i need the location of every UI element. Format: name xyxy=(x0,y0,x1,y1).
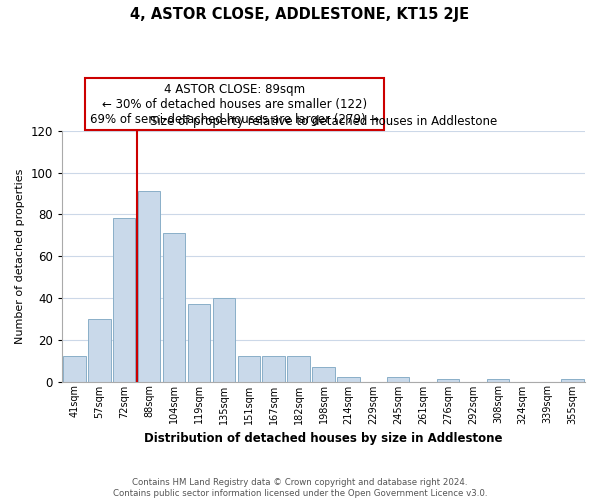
Bar xyxy=(188,304,210,382)
Bar xyxy=(437,380,459,382)
Bar xyxy=(287,356,310,382)
Title: Size of property relative to detached houses in Addlestone: Size of property relative to detached ho… xyxy=(150,115,497,128)
Bar xyxy=(163,233,185,382)
Text: 4, ASTOR CLOSE, ADDLESTONE, KT15 2JE: 4, ASTOR CLOSE, ADDLESTONE, KT15 2JE xyxy=(130,8,470,22)
Bar xyxy=(387,378,409,382)
Bar xyxy=(138,192,160,382)
Bar xyxy=(487,380,509,382)
Bar xyxy=(113,218,136,382)
Bar xyxy=(212,298,235,382)
Bar xyxy=(562,380,584,382)
Bar xyxy=(88,319,110,382)
X-axis label: Distribution of detached houses by size in Addlestone: Distribution of detached houses by size … xyxy=(144,432,503,445)
Bar xyxy=(337,378,359,382)
Bar xyxy=(238,356,260,382)
Text: Contains HM Land Registry data © Crown copyright and database right 2024.
Contai: Contains HM Land Registry data © Crown c… xyxy=(113,478,487,498)
Bar xyxy=(312,367,335,382)
Bar xyxy=(262,356,285,382)
Y-axis label: Number of detached properties: Number of detached properties xyxy=(15,168,25,344)
Bar xyxy=(63,356,86,382)
Text: 4 ASTOR CLOSE: 89sqm
← 30% of detached houses are smaller (122)
69% of semi-deta: 4 ASTOR CLOSE: 89sqm ← 30% of detached h… xyxy=(90,82,379,126)
